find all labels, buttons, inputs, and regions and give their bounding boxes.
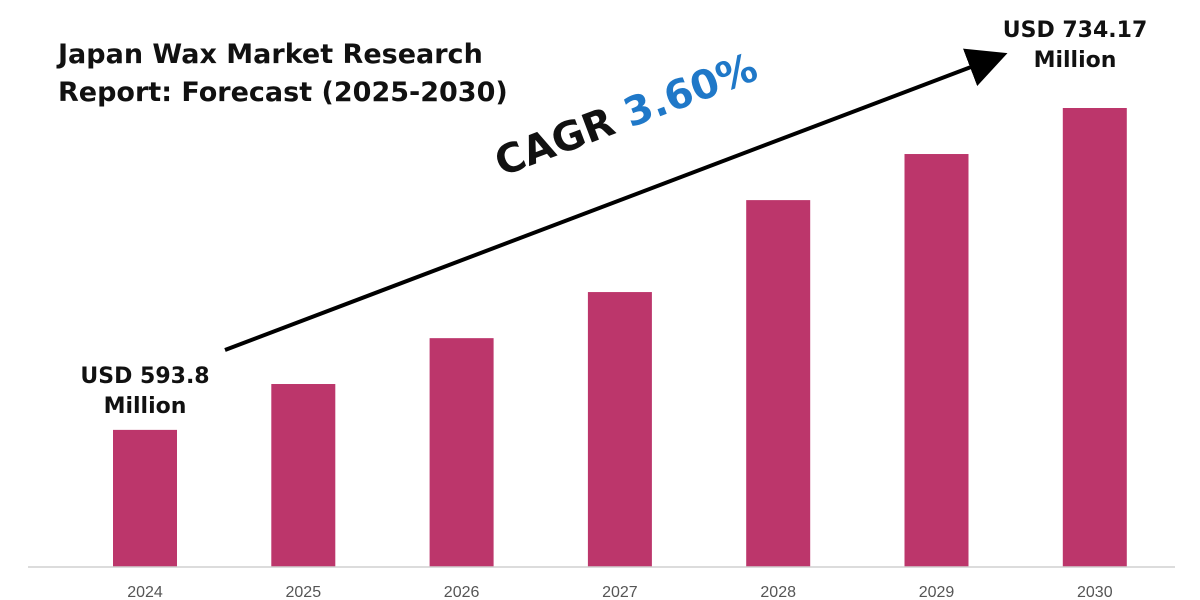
bar-2028 bbox=[746, 200, 811, 567]
x-tick-label: 2029 bbox=[919, 584, 955, 600]
x-tick-label: 2024 bbox=[127, 584, 163, 600]
start-value-line2: Million bbox=[103, 394, 187, 419]
bar-2025 bbox=[271, 384, 336, 567]
x-tick-label: 2026 bbox=[444, 584, 480, 600]
x-tick-label: 2030 bbox=[1077, 584, 1113, 600]
title-line-2: Report: Forecast (2025-2030) bbox=[58, 77, 508, 108]
end-value-line2: Million bbox=[1033, 48, 1117, 73]
end-value-line1: USD 734.17 bbox=[1002, 18, 1148, 43]
x-tick-label: 2025 bbox=[286, 584, 322, 600]
start-value-label: USD 593.8 Million bbox=[60, 362, 230, 422]
growth-arrow bbox=[224, 48, 1008, 352]
title-line-1: Japan Wax Market Research bbox=[58, 39, 483, 70]
chart-title: Japan Wax Market Research Report: Foreca… bbox=[58, 36, 508, 112]
bar-2029 bbox=[904, 154, 969, 567]
end-value-label: USD 734.17 Million bbox=[995, 16, 1155, 76]
bar-2027 bbox=[587, 292, 652, 567]
bar-2026 bbox=[429, 338, 494, 567]
bar-2030 bbox=[1062, 108, 1127, 567]
x-tick-label: 2027 bbox=[602, 584, 638, 600]
start-value-line1: USD 593.8 bbox=[80, 364, 210, 389]
x-tick-label: 2028 bbox=[760, 584, 796, 600]
bar-2024 bbox=[113, 429, 177, 567]
